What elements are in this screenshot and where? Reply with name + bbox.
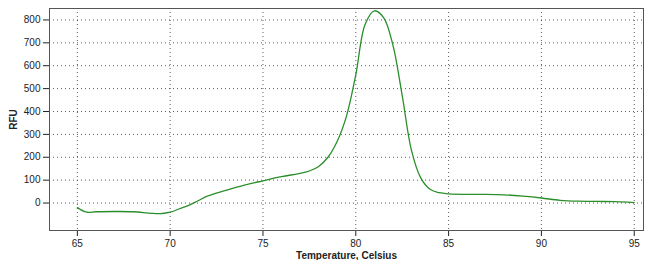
svg-text:0: 0	[35, 197, 41, 208]
svg-text:65: 65	[72, 238, 84, 249]
svg-text:70: 70	[165, 238, 177, 249]
svg-text:100: 100	[24, 174, 41, 185]
svg-text:600: 600	[24, 60, 41, 71]
svg-text:90: 90	[536, 238, 548, 249]
svg-text:200: 200	[24, 151, 41, 162]
svg-text:80: 80	[350, 238, 362, 249]
svg-text:300: 300	[24, 129, 41, 140]
svg-text:Temperature, Celsius: Temperature, Celsius	[296, 250, 397, 260]
svg-text:RFU: RFU	[8, 109, 19, 130]
svg-text:400: 400	[24, 106, 41, 117]
svg-text:700: 700	[24, 37, 41, 48]
svg-text:95: 95	[629, 238, 641, 249]
svg-text:500: 500	[24, 83, 41, 94]
svg-text:75: 75	[257, 238, 269, 249]
svg-text:85: 85	[443, 238, 455, 249]
svg-text:800: 800	[24, 14, 41, 25]
